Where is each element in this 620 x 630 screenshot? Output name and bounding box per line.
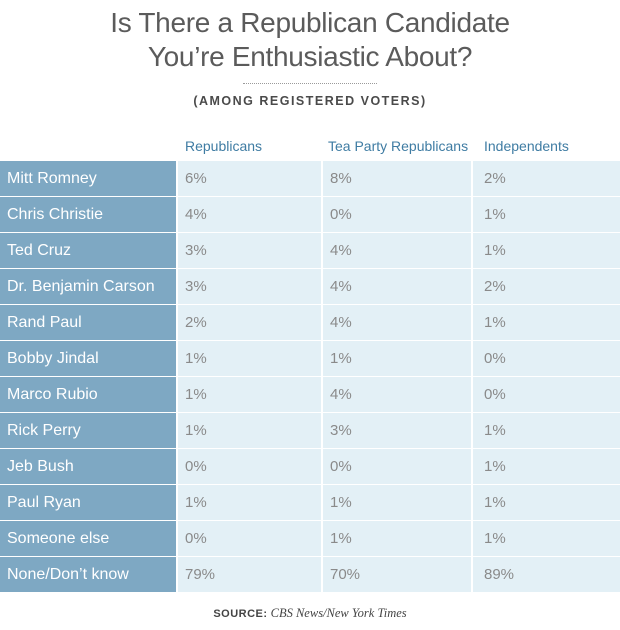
- value-cell: 3%: [178, 269, 321, 304]
- value-cell: 6%: [178, 161, 321, 196]
- title-line-2: You’re Enthusiastic About?: [147, 41, 473, 72]
- value-cell: 70%: [323, 557, 471, 592]
- table-row: Paul Ryan 1% 1% 1%: [0, 485, 620, 520]
- title-divider: [243, 83, 377, 84]
- table-row: Mitt Romney 6% 8% 2%: [0, 161, 620, 196]
- value-cell: 0%: [323, 197, 471, 232]
- row-label: Someone else: [0, 521, 176, 556]
- value-cell: 79%: [178, 557, 321, 592]
- value-cell: 4%: [323, 377, 471, 412]
- table-row: Jeb Bush 0% 0% 1%: [0, 449, 620, 484]
- value-cell: 1%: [473, 305, 620, 340]
- column-header-republicans: Republicans: [185, 138, 263, 154]
- value-cell: 1%: [473, 485, 620, 520]
- source-text: CBS News/New York Times: [270, 606, 407, 620]
- table-row: Rick Perry 1% 3% 1%: [0, 413, 620, 448]
- value-cell: 3%: [178, 233, 321, 268]
- table-row: Dr. Benjamin Carson 3% 4% 2%: [0, 269, 620, 304]
- value-cell: 1%: [473, 449, 620, 484]
- value-cell: 0%: [178, 449, 321, 484]
- column-header-independents: Independents: [484, 138, 569, 154]
- value-cell: 1%: [178, 341, 321, 376]
- row-label: None/Don’t know: [0, 557, 176, 592]
- source-label: SOURCE:: [213, 608, 268, 620]
- row-label: Chris Christie: [0, 197, 176, 232]
- value-cell: 2%: [473, 161, 620, 196]
- value-cell: 1%: [178, 377, 321, 412]
- title-line-1: Is There a Republican Candidate: [110, 7, 510, 38]
- row-label: Ted Cruz: [0, 233, 176, 268]
- table-row: Rand Paul 2% 4% 1%: [0, 305, 620, 340]
- value-cell: 1%: [178, 485, 321, 520]
- table-row: Marco Rubio 1% 4% 0%: [0, 377, 620, 412]
- chart-title: Is There a Republican Candidate You’re E…: [0, 6, 620, 74]
- row-label: Bobby Jindal: [0, 341, 176, 376]
- row-label: Rick Perry: [0, 413, 176, 448]
- value-cell: 2%: [473, 269, 620, 304]
- value-cell: 3%: [323, 413, 471, 448]
- value-cell: 4%: [178, 197, 321, 232]
- table-row: Bobby Jindal 1% 1% 0%: [0, 341, 620, 376]
- value-cell: 4%: [323, 233, 471, 268]
- value-cell: 1%: [473, 413, 620, 448]
- row-label: Rand Paul: [0, 305, 176, 340]
- source-note: SOURCE: CBS News/New York Times: [0, 606, 620, 621]
- value-cell: 0%: [473, 341, 620, 376]
- value-cell: 4%: [323, 269, 471, 304]
- value-cell: 0%: [323, 449, 471, 484]
- value-cell: 0%: [473, 377, 620, 412]
- value-cell: 89%: [473, 557, 620, 592]
- table-row: Chris Christie 4% 0% 1%: [0, 197, 620, 232]
- value-cell: 1%: [323, 341, 471, 376]
- table-row: None/Don’t know 79% 70% 89%: [0, 557, 620, 592]
- value-cell: 1%: [323, 485, 471, 520]
- row-label: Jeb Bush: [0, 449, 176, 484]
- value-cell: 1%: [323, 521, 471, 556]
- value-cell: 1%: [178, 413, 321, 448]
- value-cell: 2%: [178, 305, 321, 340]
- value-cell: 0%: [178, 521, 321, 556]
- value-cell: 8%: [323, 161, 471, 196]
- value-cell: 1%: [473, 233, 620, 268]
- row-label: Marco Rubio: [0, 377, 176, 412]
- value-cell: 1%: [473, 521, 620, 556]
- value-cell: 1%: [473, 197, 620, 232]
- row-label: Dr. Benjamin Carson: [0, 269, 176, 304]
- row-label: Mitt Romney: [0, 161, 176, 196]
- value-cell: 4%: [323, 305, 471, 340]
- table-row: Someone else 0% 1% 1%: [0, 521, 620, 556]
- column-header-tea-party-republicans: Tea Party Republicans: [328, 138, 469, 154]
- table-row: Ted Cruz 3% 4% 1%: [0, 233, 620, 268]
- chart-subtitle: (AMONG REGISTERED VOTERS): [193, 94, 427, 108]
- row-label: Paul Ryan: [0, 485, 176, 520]
